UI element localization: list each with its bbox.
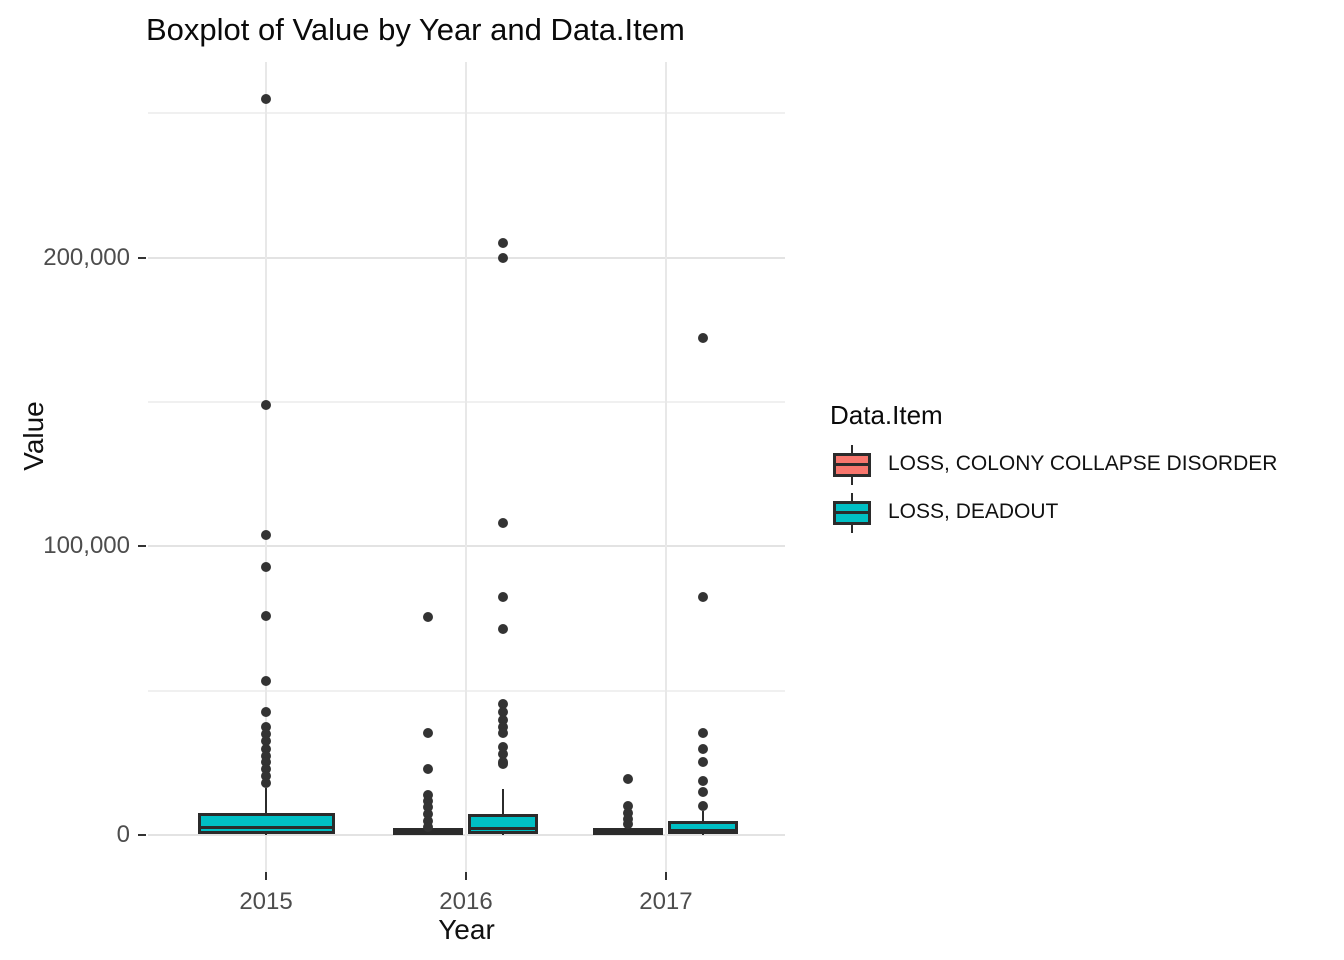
upper-whisker: [702, 811, 705, 822]
boxplot-key-icon: [833, 493, 871, 533]
outlier-point: [698, 786, 709, 797]
x-axis-tick: [464, 872, 467, 880]
outlier-point: [423, 809, 434, 820]
y-tick-label: 0: [116, 821, 130, 849]
outlier-point: [623, 819, 634, 830]
outlier-point: [498, 623, 509, 634]
legend-label: LOSS, COLONY COLLAPSE DISORDER: [888, 452, 1278, 475]
y-axis-tick: [138, 256, 146, 259]
outlier-point: [498, 721, 509, 732]
y-tick-label: 100,000: [43, 532, 130, 560]
median-line: [197, 826, 335, 830]
vertical-gridline: [664, 62, 667, 872]
outlier-point: [261, 675, 272, 686]
outlier-point: [698, 333, 709, 344]
lower-whisker: [265, 834, 268, 836]
upper-whisker: [502, 788, 505, 814]
outlier-point: [261, 736, 272, 747]
outlier-point: [498, 238, 509, 249]
x-axis-tick: [664, 872, 667, 880]
outlier-point: [261, 610, 272, 621]
outlier-point: [623, 773, 634, 784]
median-line: [593, 830, 664, 834]
x-axis-title: Year: [438, 914, 495, 945]
outlier-point: [498, 707, 509, 718]
outlier-point: [498, 749, 509, 760]
outlier-point: [698, 776, 709, 787]
x-axis-tick: [265, 872, 268, 880]
outlier-point: [498, 759, 509, 770]
y-tick-label: 200,000: [43, 243, 130, 271]
boxplot-box: [197, 812, 335, 835]
lower-whisker: [702, 834, 705, 836]
x-tick-label: 2015: [239, 888, 293, 915]
x-tick-label: 2017: [639, 888, 693, 915]
outlier-point: [623, 808, 634, 819]
outlier-point: [498, 727, 509, 738]
outlier-point: [623, 801, 634, 812]
outlier-point: [698, 801, 709, 812]
outlier-point: [698, 743, 709, 754]
outlier-point: [498, 742, 509, 753]
outlier-point: [261, 763, 272, 774]
outlier-point: [498, 714, 509, 725]
vertical-gridline: [464, 62, 467, 872]
chart-title: Boxplot of Value by Year and Data.Item: [146, 12, 685, 47]
median-line: [393, 830, 464, 834]
outlier-point: [498, 591, 509, 602]
outlier-point: [423, 816, 434, 827]
y-axis-tick: [138, 834, 146, 837]
outlier-point: [498, 518, 509, 529]
outlier-point: [261, 750, 272, 761]
upper-whisker: [265, 787, 268, 813]
outlier-point: [261, 707, 272, 718]
outlier-point: [423, 789, 434, 800]
outlier-point: [261, 529, 272, 540]
y-axis-tick: [138, 545, 146, 548]
outlier-point: [261, 721, 272, 732]
boxplot-key-icon: [833, 445, 871, 485]
x-tick-label: 2016: [439, 888, 493, 915]
legend-label: LOSS, DEADOUT: [888, 500, 1059, 523]
outlier-point: [261, 729, 272, 740]
outlier-point: [261, 770, 272, 781]
outlier-point: [261, 756, 272, 767]
outlier-point: [423, 802, 434, 813]
outlier-point: [261, 743, 272, 754]
outlier-point: [261, 93, 272, 104]
plot-panel: 0 100,000 200,000 2015 2016 2017: [43, 62, 785, 915]
outlier-point: [261, 778, 272, 789]
lower-whisker: [502, 834, 505, 836]
outlier-point: [698, 727, 709, 738]
y-axis-title: Value: [18, 401, 49, 471]
outlier-point: [698, 591, 709, 602]
outlier-point: [261, 399, 272, 410]
outlier-point: [498, 252, 509, 263]
outlier-point: [261, 561, 272, 572]
median-line: [668, 828, 739, 832]
outlier-point: [423, 821, 434, 832]
median-line: [468, 827, 539, 831]
outlier-point: [698, 756, 709, 767]
boxplot-box: [468, 813, 539, 835]
outlier-point: [423, 727, 434, 738]
outlier-point: [498, 698, 509, 709]
legend-title: Data.Item: [830, 400, 943, 430]
outlier-point: [423, 612, 434, 623]
vertical-gridline: [265, 62, 268, 872]
outlier-point: [423, 763, 434, 774]
outlier-point: [423, 796, 434, 807]
